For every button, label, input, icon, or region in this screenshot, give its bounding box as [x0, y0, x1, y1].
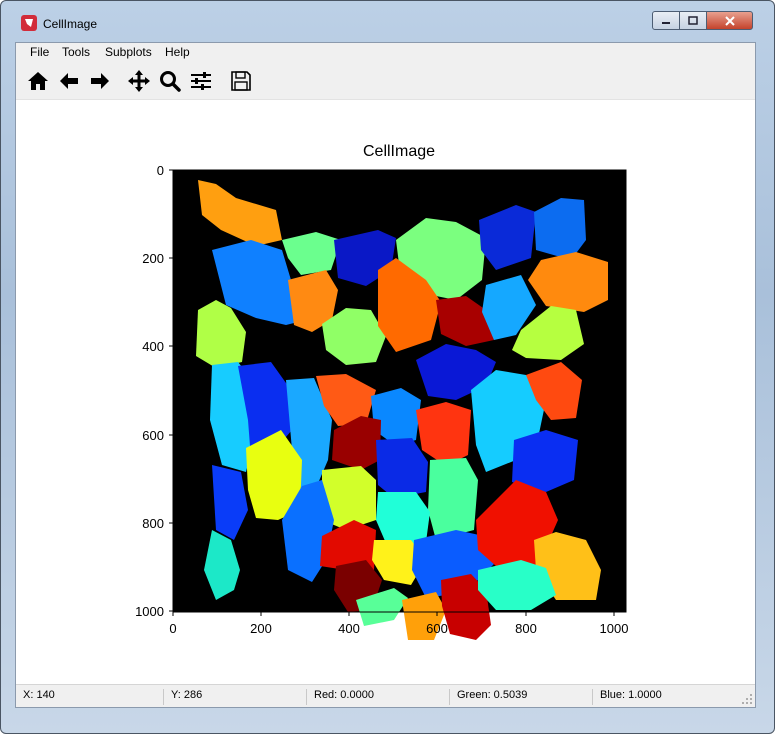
status-bar: X: 140 Y: 286 Red: 0.0000 Green: 0.5039 … [16, 684, 755, 707]
figure-canvas[interactable]: CellImage [16, 100, 755, 685]
title-bar[interactable]: CellImage [1, 1, 774, 37]
maximize-icon [688, 16, 698, 25]
x-axis: 0 200 400 600 800 1000 [169, 612, 628, 636]
window-title: CellImage [43, 17, 98, 31]
configure-subplots-button[interactable] [189, 69, 213, 93]
status-x: X: 140 [16, 689, 164, 705]
status-red: Red: 0.0000 [307, 689, 450, 705]
zoom-button[interactable] [158, 69, 182, 93]
cell-image [196, 180, 608, 640]
x-tick-label: 200 [250, 621, 272, 636]
y-tick-label: 0 [157, 163, 164, 178]
resize-grip-icon[interactable] [741, 693, 753, 705]
home-icon [28, 72, 48, 90]
plot-title: CellImage [362, 143, 436, 160]
home-button[interactable] [26, 69, 50, 93]
y-tick-label: 200 [142, 251, 164, 266]
axes: 0 200 400 600 800 1000 0 200 [135, 163, 628, 640]
pan-button[interactable] [127, 69, 151, 93]
menu-bar: File Tools Subplots Help [16, 43, 755, 62]
menu-tools[interactable]: Tools [62, 45, 91, 59]
minimize-icon [662, 21, 670, 24]
menu-help[interactable]: Help [165, 45, 190, 59]
axes-frame [172, 169, 627, 613]
back-button[interactable] [57, 69, 81, 93]
zoom-icon [160, 71, 181, 92]
pan-icon [128, 70, 150, 92]
x-tick-label: 800 [515, 621, 537, 636]
x-tick-label: 400 [338, 621, 360, 636]
y-tick-label: 400 [142, 339, 164, 354]
forward-button[interactable] [88, 69, 112, 93]
minimize-button[interactable] [652, 11, 680, 30]
status-green: Green: 0.5039 [450, 689, 593, 705]
menu-file[interactable]: File [30, 45, 50, 59]
back-icon [60, 73, 78, 89]
app-icon [21, 15, 37, 31]
toolbar [16, 62, 755, 100]
client-area: File Tools Subplots Help [15, 42, 756, 708]
close-button[interactable] [706, 11, 753, 30]
x-tick-label: 1000 [600, 621, 629, 636]
y-tick-label: 600 [142, 428, 164, 443]
menu-subplots[interactable]: Subplots [105, 45, 152, 59]
save-button[interactable] [229, 69, 253, 93]
status-y: Y: 286 [164, 689, 307, 705]
close-icon [724, 15, 735, 26]
save-icon [231, 71, 251, 91]
y-tick-label: 1000 [135, 604, 164, 619]
forward-icon [91, 73, 109, 89]
x-tick-label: 0 [169, 621, 176, 636]
status-blue: Blue: 1.0000 [600, 689, 662, 701]
x-tick-label: 600 [426, 621, 448, 636]
maximize-button[interactable] [679, 11, 707, 30]
configure-subplots-icon [191, 72, 211, 90]
y-axis: 0 200 400 600 800 1000 [135, 163, 173, 619]
y-tick-label: 800 [142, 516, 164, 531]
